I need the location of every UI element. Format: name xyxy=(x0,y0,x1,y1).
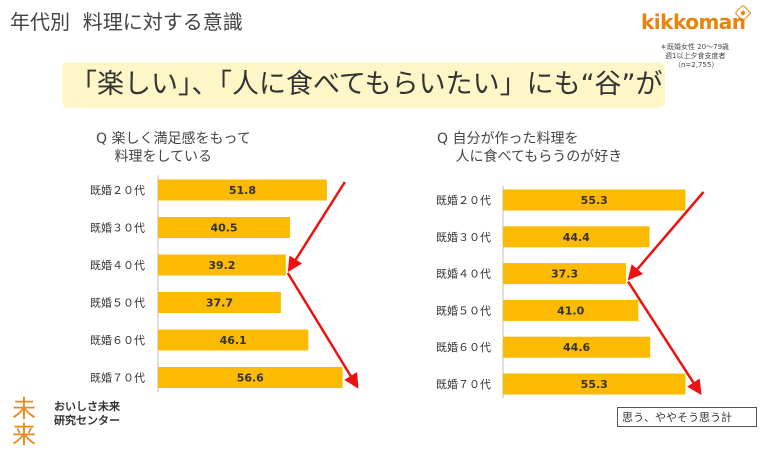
left-category-label: 既婚５０代 xyxy=(90,296,145,310)
left-bar xyxy=(158,179,327,201)
mirai-logo-mark: 未来 xyxy=(12,395,36,449)
research-center-line2: 研究センター xyxy=(54,414,120,427)
right-data-label: 41.0 xyxy=(557,304,584,317)
right-category-label: 既婚３０代 xyxy=(436,230,491,244)
left-data-label: 46.1 xyxy=(220,334,247,347)
right-bar xyxy=(503,263,627,285)
chart-like-others-eat: 既婚２０代 55.3 既婚３０代 44.4 既婚４０代 37.3 既婚５０代 41.0 既婚６０… xyxy=(436,185,705,399)
right-category-label: 既婚４０代 xyxy=(436,267,491,281)
question-right-line2: 人に食べてもらうのが好き xyxy=(437,149,623,165)
survey-note: ＊既婚女性 20〜79歳 週1以上夕食支度者 （n=2,755） xyxy=(660,43,760,70)
left-category-label: 既婚７０代 xyxy=(90,371,145,385)
left-bar xyxy=(158,292,281,313)
question-left-line2: 料理をしている xyxy=(96,149,213,165)
left-bar xyxy=(158,367,343,388)
right-data-label: 37.3 xyxy=(551,268,578,281)
left-bar xyxy=(158,329,309,351)
question-left: Q 楽しく満足感をもって 料理をしている xyxy=(96,130,251,166)
kikkoman-logo: kikkoman xyxy=(641,10,746,34)
question-left-line1: Q 楽しく満足感をもって xyxy=(96,131,251,147)
left-data-label: 39.2 xyxy=(208,259,235,272)
headline-banner: 「楽しい」、「人に食べてもらいたい」にも“谷”が xyxy=(62,62,665,108)
left-data-label: 37.7 xyxy=(206,297,233,310)
right-data-label: 44.6 xyxy=(563,341,590,354)
question-right: Q 自分が作った料理を 人に食べてもらうのが好き xyxy=(437,130,622,166)
right-bar xyxy=(503,336,651,358)
left-category-label: 既婚６０代 xyxy=(90,333,145,347)
right-bar xyxy=(503,189,686,211)
left-bar xyxy=(158,217,291,238)
question-right-line1: Q 自分が作った料理を xyxy=(437,131,579,147)
right-category-label: 既婚６０代 xyxy=(436,340,491,354)
right-data-label: 55.3 xyxy=(581,194,608,207)
right-category-label: 既婚２０代 xyxy=(436,193,491,207)
left-category-label: 既婚２０代 xyxy=(90,183,145,197)
survey-note-line: （n=2,755） xyxy=(674,61,719,69)
right-category-label: 既婚７０代 xyxy=(436,377,491,391)
right-trend-arrow xyxy=(627,280,702,396)
right-bar xyxy=(503,299,639,321)
right-data-label: 55.3 xyxy=(581,378,608,391)
right-bar xyxy=(503,373,686,395)
left-bar xyxy=(158,254,286,276)
right-trend-arrow xyxy=(627,191,705,281)
left-category-label: 既婚４０代 xyxy=(90,258,145,272)
legend-note: 思う、ややそう思う計 xyxy=(617,407,757,427)
left-trend-arrow xyxy=(286,272,359,389)
left-data-label: 51.8 xyxy=(229,184,256,197)
left-data-label: 56.6 xyxy=(237,372,264,385)
right-bar xyxy=(503,226,650,248)
survey-note-line: 週1以上夕食支度者 xyxy=(665,52,726,60)
page-title: 年代別 料理に対する意識 xyxy=(10,10,243,34)
left-category-label: 既婚３０代 xyxy=(90,221,145,235)
right-category-label: 既婚５０代 xyxy=(436,303,491,317)
survey-note-line: ＊既婚女性 20〜79歳 xyxy=(660,43,730,51)
left-trend-arrow xyxy=(287,181,346,273)
research-center-name: おいしさ未来 研究センター xyxy=(54,400,120,428)
chart-enjoy-cooking: 既婚２０代 51.8 既婚３０代 40.5 既婚４０代 39.2 既婚５０代 37.7 既婚６０… xyxy=(90,175,359,393)
right-data-label: 44.4 xyxy=(563,231,590,244)
left-data-label: 40.5 xyxy=(210,222,237,235)
research-center-line1: おいしさ未来 xyxy=(54,400,120,413)
